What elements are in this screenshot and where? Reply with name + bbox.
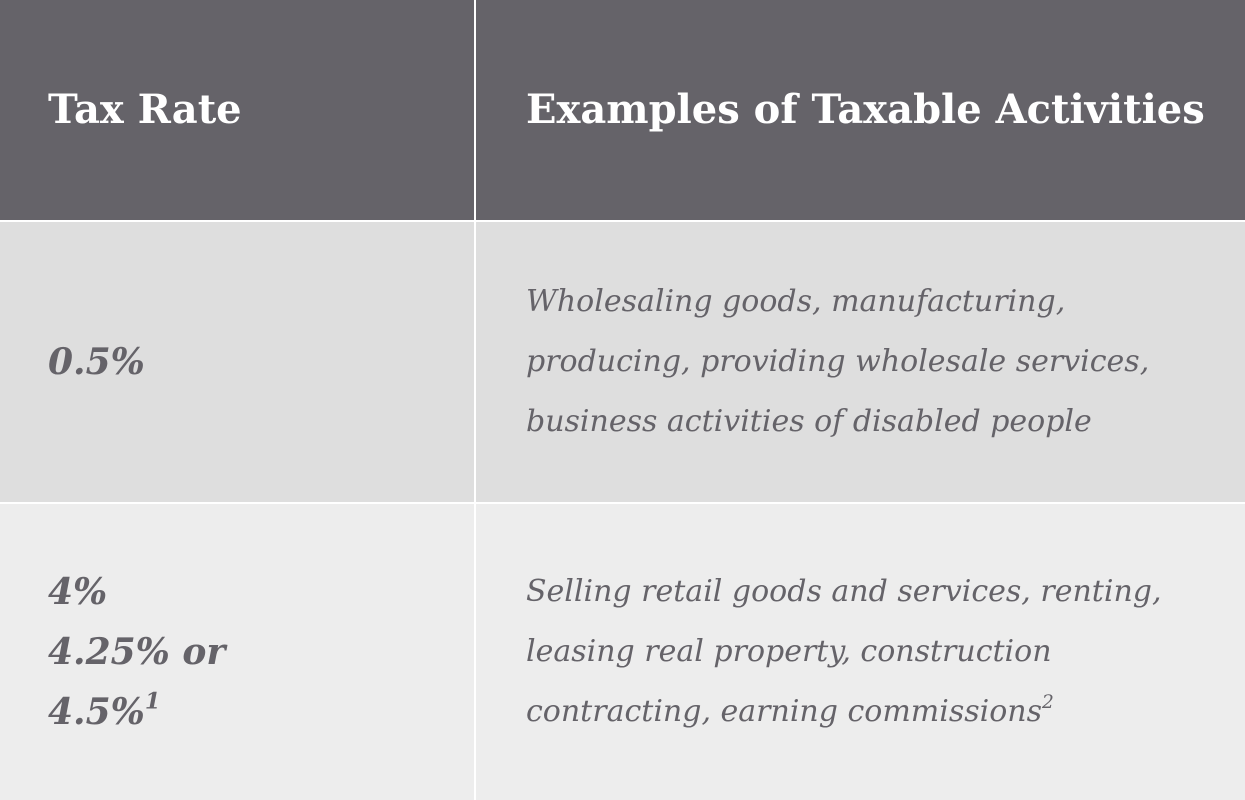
row-1-rate: 0.5% — [48, 332, 145, 392]
row-2-description: Selling retail goods and services, renti… — [526, 562, 1205, 742]
footnote-marker: 1 — [144, 688, 161, 715]
row-2-rate-line: 4% — [48, 571, 108, 613]
header-examples-label: Examples of Taxable Activities — [526, 86, 1205, 133]
row-2-rate: 4% 4.25% or 4.5%1 — [48, 562, 225, 742]
row-2-rate-line: 4.25% or — [48, 631, 226, 673]
row-1-description-cell: Wholesaling goods, manufacturing, produc… — [476, 222, 1245, 502]
row-2-description-cell: Selling retail goods and services, renti… — [476, 504, 1245, 800]
row-1-description: Wholesaling goods, manufacturing, produc… — [526, 272, 1205, 452]
header-examples: Examples of Taxable Activities — [476, 0, 1245, 220]
header-tax-rate-label: Tax Rate — [48, 86, 242, 133]
row-1-rate-cell: 0.5% — [0, 222, 474, 502]
row-2-rate-cell: 4% 4.25% or 4.5%1 — [0, 504, 474, 800]
row-1-description-text: Wholesaling goods, manufacturing, produc… — [526, 284, 1150, 439]
row-2-rate-line: 4.5% — [48, 691, 145, 733]
row-2-rate-line-with-footnote: 4.5%1 — [48, 682, 225, 742]
header-tax-rate: Tax Rate — [0, 0, 474, 220]
row-1-rate-line: 0.5% — [48, 341, 145, 383]
footnote-marker: 2 — [1042, 691, 1054, 713]
row-2-description-text: Selling retail goods and services, renti… — [526, 574, 1162, 729]
